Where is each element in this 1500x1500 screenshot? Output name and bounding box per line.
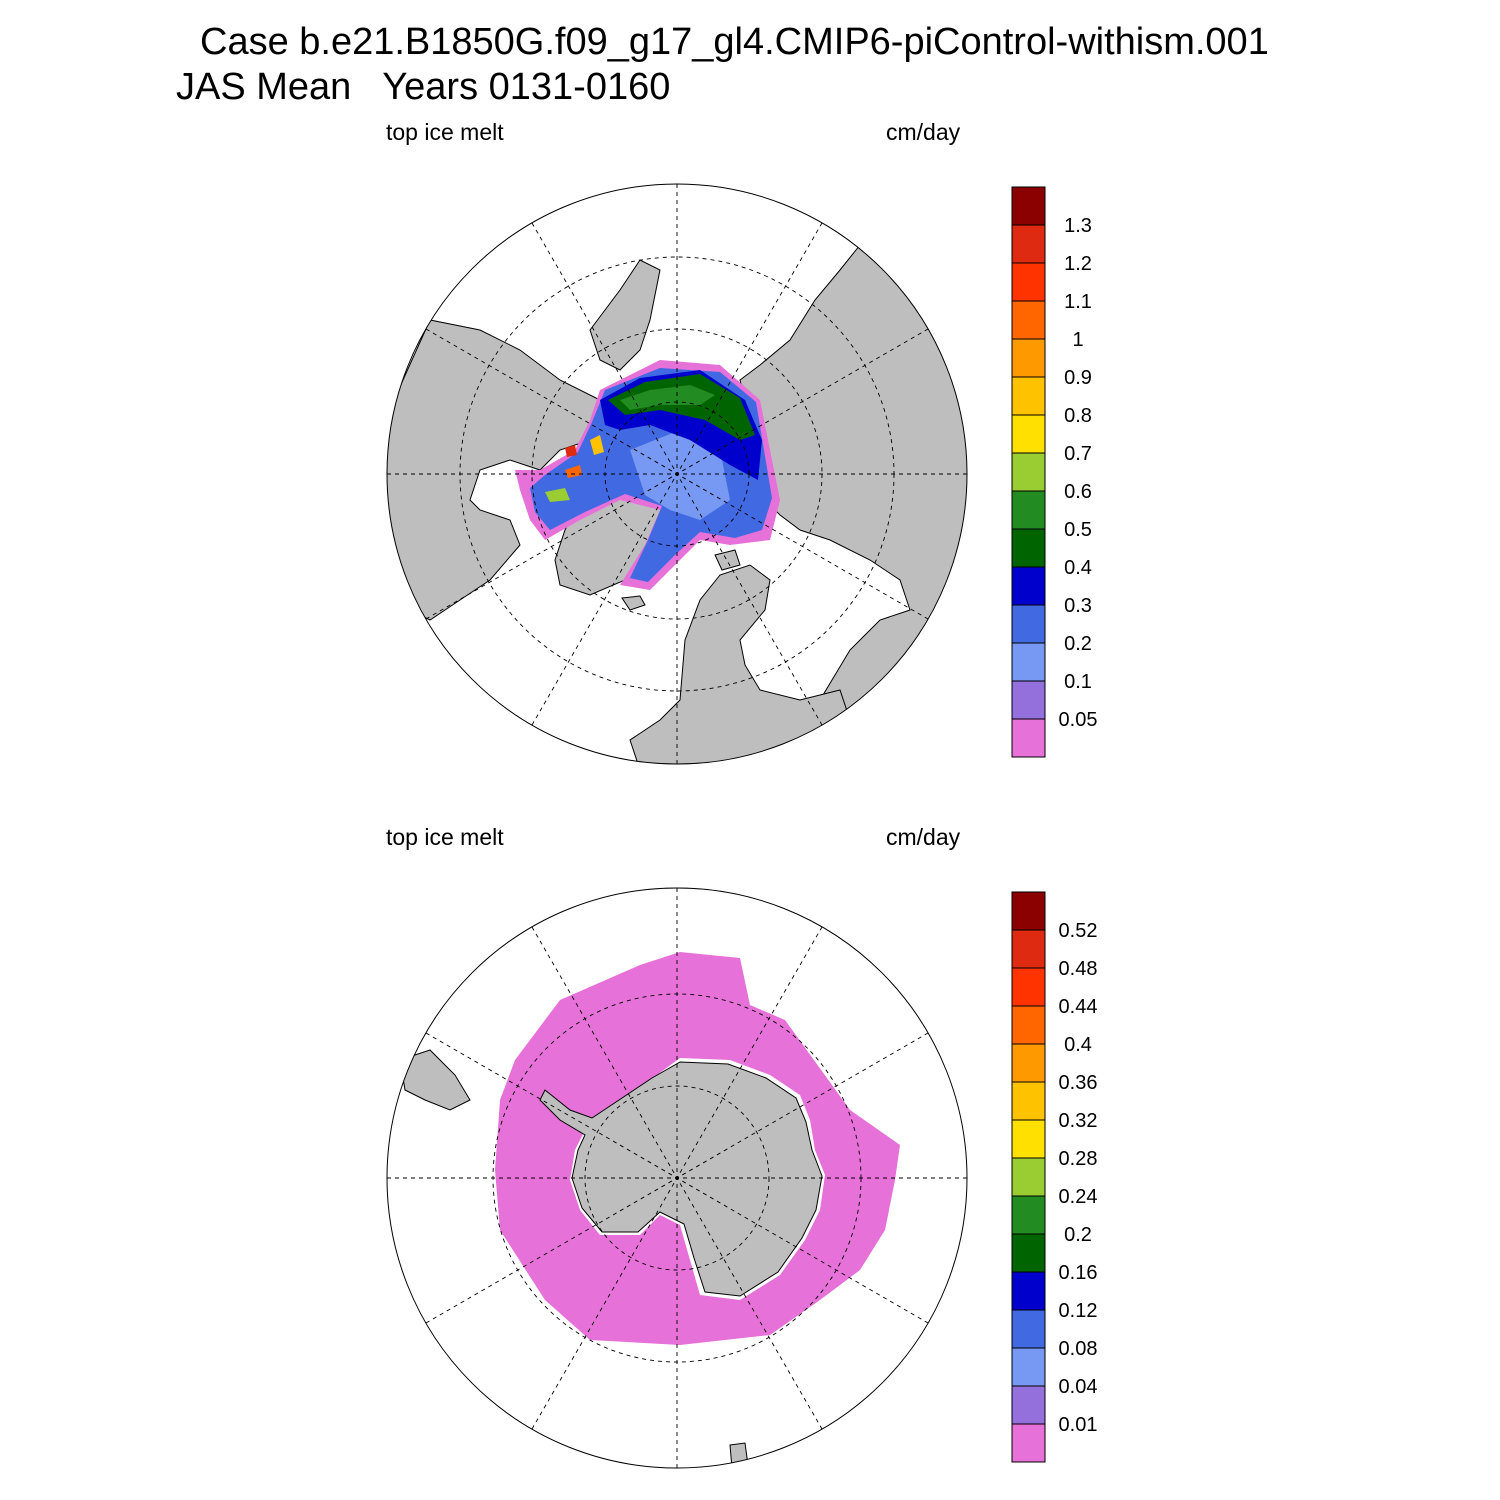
- nh-colorbar-tick-label: 0.6: [1064, 481, 1092, 503]
- sh-land-south-america: [399, 1049, 471, 1111]
- sh-colorbar-swatch: [1011, 891, 1046, 931]
- sh-colorbar-tick-label: 0.48: [1059, 958, 1098, 980]
- nh-ice-band-08: [590, 435, 604, 455]
- sh-colorbar-swatch: [1011, 1119, 1046, 1159]
- sh-polar-map: [386, 887, 968, 1469]
- sh-colorbar-swatch: [1011, 1043, 1046, 1083]
- nh-colorbar-tick-label: 1: [1072, 329, 1083, 351]
- nh-colorbar-tick-label: 0.1: [1064, 671, 1092, 693]
- nh-colorbar-swatch: [1011, 642, 1046, 682]
- sh-colorbar-tick-label: 0.08: [1059, 1338, 1098, 1360]
- sh-colorbar-tick-label: 0.01: [1059, 1414, 1098, 1436]
- sh-colorbar-swatch: [1011, 1271, 1046, 1311]
- nh-colorbar-tick-label: 0.2: [1064, 633, 1092, 655]
- nh-colorbar-tick-label: 0.8: [1064, 405, 1092, 427]
- nh-colorbar-tick-label: 0.4: [1064, 557, 1092, 579]
- sh-colorbar-swatch: [1011, 1005, 1046, 1045]
- sh-colorbar-swatch: [1011, 1195, 1046, 1235]
- sh-colorbar-swatch: [1011, 1309, 1046, 1349]
- nh-colorbar-swatch: [1011, 186, 1046, 226]
- sh-colorbar-swatch: [1011, 1423, 1046, 1463]
- nh-colorbar-tick-label: 0.5: [1064, 519, 1092, 541]
- sh-colorbar-swatch: [1011, 1347, 1046, 1387]
- nh-land-alaska: [589, 259, 661, 371]
- nh-ice-band-06: [545, 488, 570, 502]
- sh-colorbar-tick-label: 0.24: [1059, 1186, 1098, 1208]
- nh-colorbar-tick-label: 1.2: [1064, 253, 1092, 275]
- nh-colorbar-swatch: [1011, 338, 1046, 378]
- nh-colorbar-swatch: [1011, 262, 1046, 302]
- sh-colorbar-tick-label: 0.44: [1059, 996, 1098, 1018]
- sh-colorbar-swatch: [1011, 1233, 1046, 1273]
- nh-colorbar-swatch: [1011, 414, 1046, 454]
- sh-colorbar-swatch: [1011, 967, 1046, 1007]
- nh-polar-map: [386, 183, 968, 765]
- nh-colorbar-swatch: [1011, 604, 1046, 644]
- sh-colorbar-tick-label: 0.4: [1064, 1034, 1092, 1056]
- sh-colorbar-tick-label: 0.04: [1059, 1376, 1098, 1398]
- nh-colorbar-tick-label: 0.05: [1059, 709, 1098, 731]
- nh-colorbar-tick-label: 0.7: [1064, 443, 1092, 465]
- sh-colorbar-tick-label: 0.2: [1064, 1224, 1092, 1246]
- sh-colorbar-swatch: [1011, 929, 1046, 969]
- nh-colorbar-swatch: [1011, 376, 1046, 416]
- nh-map-border: [386, 183, 968, 765]
- sh-graticule: [387, 888, 967, 1468]
- nh-colorbar-tick-label: 0.3: [1064, 595, 1092, 617]
- sh-colorbar: 0.01 0.04 0.08 0.12 0.16 0.2 0.24 0.28 0.32 0.36 0…: [1011, 891, 1098, 1463]
- sh-colorbar-tick-label: 0.16: [1059, 1262, 1098, 1284]
- nh-colorbar-swatch: [1011, 490, 1046, 530]
- sh-ice-band-001: [495, 952, 900, 1345]
- nh-colorbar: 0.05 0.1 0.2 0.3 0.4 0.5 0.6 0.7 0.8 0.9 1 1.1 1.2 1.…: [1011, 186, 1098, 758]
- nh-colorbar-tick-label: 1.1: [1064, 291, 1092, 313]
- nh-colorbar-swatch: [1011, 452, 1046, 492]
- sh-colorbar-tick-label: 0.32: [1059, 1110, 1098, 1132]
- sh-colorbar-tick-label: 0.28: [1059, 1148, 1098, 1170]
- nh-land-svalbard: [714, 549, 741, 571]
- nh-ice-band-13: [565, 445, 577, 457]
- figure-title-line2: JAS Mean Years 0131-0160: [176, 66, 671, 108]
- nh-colorbar-swatch: [1011, 718, 1046, 758]
- sh-map-border: [386, 887, 968, 1469]
- nh-colorbar-tick-label: 0.9: [1064, 367, 1092, 389]
- sh-colorbar-tick-label: 0.52: [1059, 920, 1098, 942]
- sh-colorbar-tick-label: 0.36: [1059, 1072, 1098, 1094]
- sh-land-island: [729, 1442, 749, 1468]
- nh-left-label: top ice melt: [386, 119, 504, 145]
- nh-land-america: [387, 319, 611, 621]
- nh-colorbar-swatch: [1011, 680, 1046, 720]
- figure-title-line1: Case b.e21.B1850G.f09_g17_gl4.CMIP6-piCo…: [200, 21, 1269, 63]
- sh-colorbar-tick-label: 0.12: [1059, 1300, 1098, 1322]
- sh-colorbar-swatch: [1011, 1157, 1046, 1197]
- nh-colorbar-tick-label: 1.3: [1064, 215, 1092, 237]
- sh-left-label: top ice melt: [386, 824, 504, 850]
- nh-colorbar-swatch: [1011, 566, 1046, 606]
- nh-ice-band-01: [630, 430, 730, 520]
- nh-graticule: [387, 184, 967, 764]
- nh-colorbar-swatch: [1011, 300, 1046, 340]
- nh-colorbar-swatch: [1011, 224, 1046, 264]
- nh-land-europe: [629, 564, 851, 764]
- sh-land-antarctica: [539, 1061, 823, 1297]
- sh-units-label: cm/day: [886, 824, 961, 850]
- nh-ice-band-10: [565, 465, 582, 478]
- nh-ice-band-04: [608, 374, 755, 440]
- sh-colorbar-swatch: [1011, 1385, 1046, 1425]
- sh-colorbar-swatch: [1011, 1081, 1046, 1121]
- nh-units-label: cm/day: [886, 119, 961, 145]
- nh-land-iceland: [621, 595, 646, 611]
- nh-colorbar-swatch: [1011, 528, 1046, 568]
